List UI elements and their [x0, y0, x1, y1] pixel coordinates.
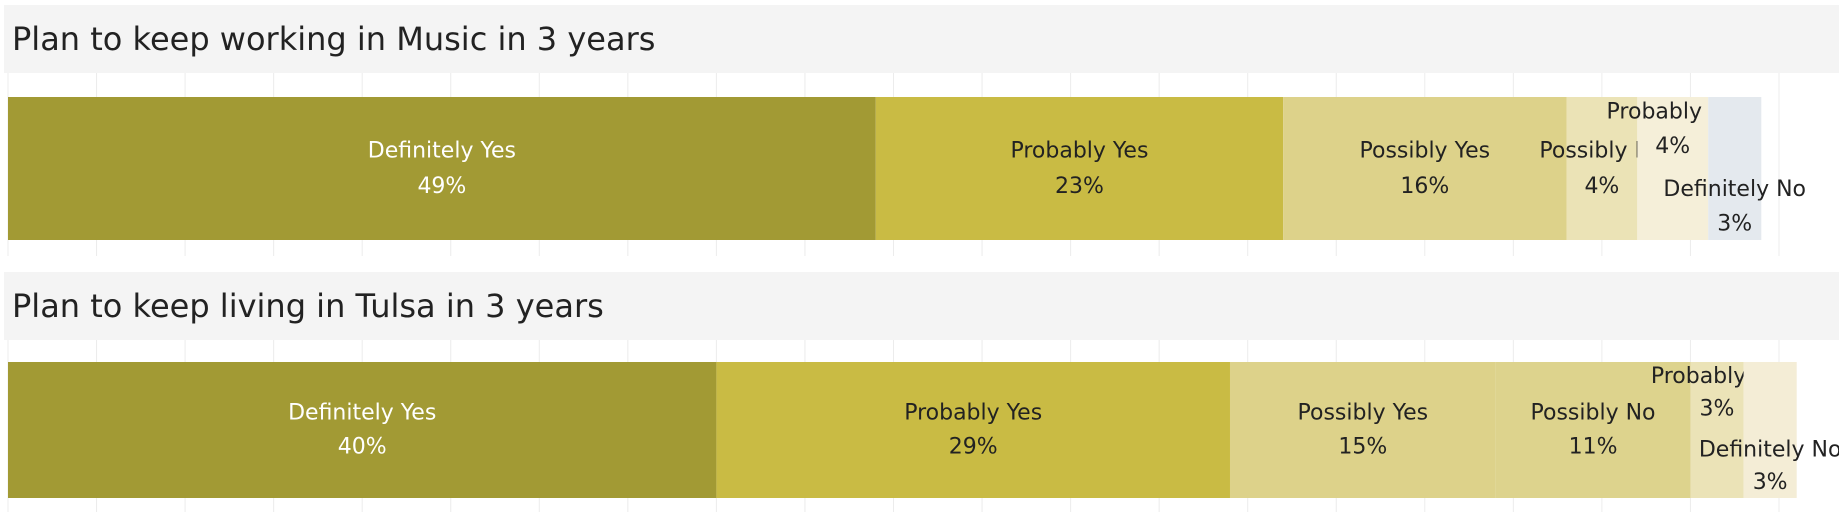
- segment-value-label: 16%: [1400, 174, 1449, 199]
- segment-value-label: 15%: [1338, 435, 1387, 460]
- segment-label: Probably Yes: [904, 401, 1042, 426]
- segment-value-label: 23%: [1055, 174, 1104, 199]
- bar-segment: [716, 362, 1230, 498]
- segment-label: Definitely No: [1699, 437, 1839, 462]
- segment-value-label: 4%: [1655, 134, 1690, 159]
- segment-value-label: 49%: [417, 174, 466, 199]
- title-band: [4, 5, 1839, 73]
- segment-label: Possibly Yes: [1360, 138, 1491, 163]
- segment-value-label: 4%: [1584, 174, 1619, 199]
- segment-value-label: 40%: [338, 435, 387, 460]
- title-band: [4, 272, 1839, 340]
- segment-value-label: 11%: [1569, 435, 1618, 460]
- segment-label: Probably Yes: [1010, 138, 1148, 163]
- bar-segment: [1566, 97, 1638, 240]
- segment-label: Definitely Yes: [368, 138, 516, 163]
- bar-segment: [1743, 362, 1797, 498]
- segment-value-label: 3%: [1753, 470, 1788, 495]
- chart-title: Plan to keep living in Tulsa in 3 years: [12, 287, 604, 325]
- segment-value-label: 3%: [1717, 211, 1752, 236]
- segment-value-label: 3%: [1700, 397, 1735, 422]
- bar-segment: [875, 97, 1284, 240]
- segment-label: Possibly No: [1531, 401, 1656, 426]
- bar-segment: [8, 97, 876, 240]
- chart-title: Plan to keep working in Music in 3 years: [12, 20, 655, 58]
- bar-segment: [1283, 97, 1567, 240]
- segment-label: Possibly Yes: [1298, 401, 1429, 426]
- segment-value-label: 29%: [949, 435, 998, 460]
- segment-label: Definitely Yes: [288, 401, 436, 426]
- bar-segment: [8, 362, 717, 498]
- segment-label: Definitely No: [1663, 177, 1806, 202]
- bar-segment: [1637, 97, 1709, 240]
- bar-segment: [1229, 362, 1496, 498]
- bar-segment: [1690, 362, 1744, 498]
- bar-segment: [1708, 97, 1762, 240]
- bar-segment: [1495, 362, 1691, 498]
